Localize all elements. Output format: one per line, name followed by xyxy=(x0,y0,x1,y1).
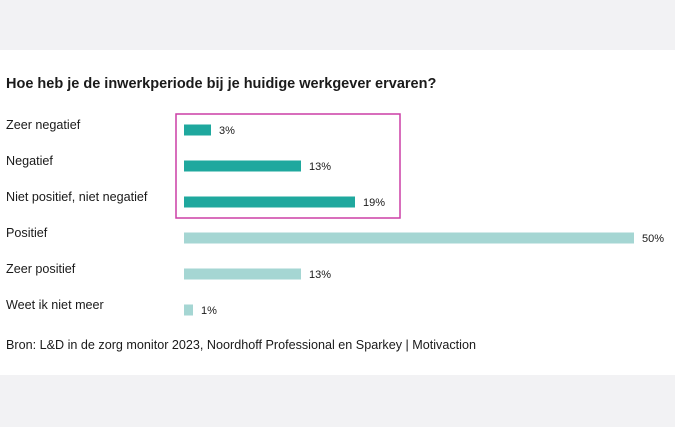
value-label-niet-positief-niet-negatief: 19% xyxy=(363,197,385,209)
source-note: Bron: L&D in de zorg monitor 2023, Noord… xyxy=(6,338,476,352)
chart-title: Hoe heb je de inwerkperiode bij je huidi… xyxy=(6,76,437,92)
bar-negatief xyxy=(184,160,301,172)
value-label-zeer-negatief: 3% xyxy=(219,125,235,137)
category-label-zeer-positief: Zeer positief xyxy=(6,262,76,276)
bar-positief xyxy=(184,232,634,244)
category-label-negatief: Negatief xyxy=(6,154,53,168)
bar-chart: Zeer negatief 3% Negatief 13% Niet positief,… xyxy=(6,113,664,317)
chart-card: Hoe heb je de inwerkperiode bij je huidi… xyxy=(0,50,675,375)
bar-niet-positief-niet-negatief xyxy=(184,196,355,208)
category-label-positief: Positief xyxy=(6,226,48,240)
category-label-niet-positief-niet-negatief: Niet positief, niet negatief xyxy=(6,190,148,204)
value-label-weet-ik-niet-meer: 1% xyxy=(201,305,217,317)
bar-weet-ik-niet-meer xyxy=(184,304,193,316)
category-label-zeer-negatief: Zeer negatief xyxy=(6,118,81,132)
bar-zeer-positief xyxy=(184,268,301,280)
category-label-weet-ik-niet-meer: Weet ik niet meer xyxy=(6,298,104,312)
value-label-negatief: 13% xyxy=(309,161,331,173)
bar-zeer-negatief xyxy=(184,124,211,136)
highlight-box xyxy=(175,113,401,219)
value-label-zeer-positief: 13% xyxy=(309,269,331,281)
value-label-positief: 50% xyxy=(642,233,664,245)
